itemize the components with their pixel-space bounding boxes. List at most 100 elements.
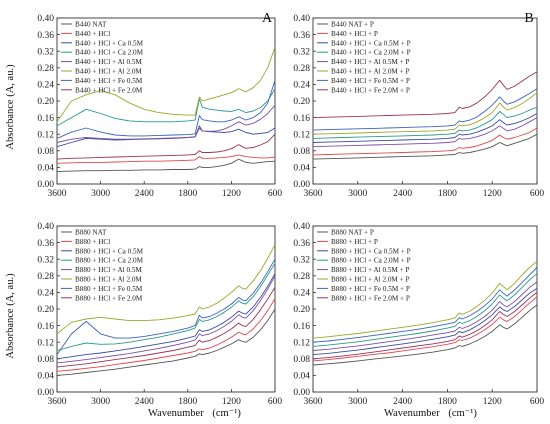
series-line bbox=[56, 80, 276, 139]
x-tick-label: 3600 bbox=[48, 397, 67, 407]
series-line bbox=[312, 106, 538, 139]
y-tick-label: 0.20 bbox=[37, 97, 54, 107]
x-tick-label: 1800 bbox=[178, 397, 197, 407]
y-tick-label: 0.24 bbox=[293, 289, 310, 299]
y-tick-label: 0.36 bbox=[37, 239, 54, 249]
y-tick-label: 0.40 bbox=[37, 222, 54, 232]
legend-entry: B880 + HCl + Fe 2.0M + P bbox=[331, 294, 410, 302]
x-tick-label: 1200 bbox=[222, 397, 241, 407]
x-tick-label: 1200 bbox=[483, 189, 502, 199]
legend-entry: B880 + HCl + Al 0.5M + P bbox=[331, 266, 409, 274]
legend-entry: B440 + HCl + Ca 2.0M bbox=[75, 49, 144, 57]
legend-entry: B880 + HCl + Al 0.5M bbox=[75, 266, 142, 274]
x-tick-label: 3000 bbox=[91, 397, 110, 407]
y-tick-label: 0.40 bbox=[37, 14, 54, 24]
series-line bbox=[56, 275, 276, 364]
x-tick-label: 1800 bbox=[178, 189, 197, 199]
legend-entry: B440 + HCl + Fe 2.0M + P bbox=[331, 86, 410, 94]
x-axis-title-text: Wavenumber bbox=[384, 408, 440, 419]
y-tick-label: 0.12 bbox=[293, 338, 310, 348]
legend-entry: B440 + HCl + Ca 0.5M + P bbox=[331, 39, 411, 47]
y-tick-label: 0.28 bbox=[293, 64, 310, 74]
y-tick-label: 0.40 bbox=[293, 14, 310, 24]
y-tick-label: 0.00 bbox=[37, 388, 54, 398]
legend-entry: B440 + HCl + Ca 2.0M + P bbox=[331, 49, 411, 57]
panel-label: A bbox=[262, 11, 273, 26]
series-line bbox=[312, 260, 538, 339]
x-axis-title-left: Wavenumber (cm⁻¹) bbox=[148, 408, 241, 419]
x-tick-label: 3000 bbox=[348, 189, 367, 199]
x-tick-label: 2400 bbox=[135, 189, 154, 199]
series-line bbox=[312, 287, 538, 356]
x-tick-label: 3600 bbox=[48, 189, 67, 199]
series-line bbox=[312, 92, 538, 135]
y-tick-label: 0.00 bbox=[293, 180, 310, 190]
x-tick-label: 600 bbox=[268, 397, 283, 407]
series-line bbox=[56, 298, 276, 372]
legend-entry: B440 + HCl + Fe 0.5M bbox=[75, 77, 143, 85]
series-line bbox=[56, 258, 276, 355]
x-axis-title-unit: (cm⁻¹) bbox=[448, 408, 477, 419]
y-tick-label: 0.08 bbox=[37, 147, 54, 157]
x-tick-label: 2400 bbox=[393, 397, 412, 407]
legend-entry: B880 + HCl + Fe 0.5M bbox=[75, 285, 143, 293]
y-tick-label: 0.24 bbox=[37, 81, 54, 91]
legend-entry: B880 + HCl + Ca 2.0M + P bbox=[331, 257, 411, 265]
y-tick-label: 0.32 bbox=[293, 47, 310, 57]
x-tick-label: 1200 bbox=[483, 397, 502, 407]
legend-entry: B880 NAT + P bbox=[331, 229, 374, 237]
y-tick-label: 0.16 bbox=[37, 114, 54, 124]
y-tick-label: 0.04 bbox=[37, 164, 54, 174]
panels: 0.00 0.04 0.08 0.12 0.16 0.20 0.24 0.28 0.32 0.36… bbox=[37, 11, 544, 407]
legend-entry: B880 + HCl + Fe 0.5M + P bbox=[331, 285, 410, 293]
series-line bbox=[56, 125, 276, 148]
x-axis-title-unit: (cm⁻¹) bbox=[212, 408, 241, 419]
series-line bbox=[56, 287, 276, 368]
y-tick-label: 0.32 bbox=[37, 47, 54, 57]
series-line bbox=[312, 117, 538, 148]
series-line bbox=[312, 71, 538, 119]
legend-entry: B440 + HCl + Fe 2.0M bbox=[75, 86, 143, 94]
x-tick-label: 3600 bbox=[304, 189, 323, 199]
x-tick-label: 2400 bbox=[393, 189, 412, 199]
x-tick-label: 1200 bbox=[222, 189, 241, 199]
y-tick-label: 0.20 bbox=[293, 305, 310, 315]
legend-entry: B440 + HCl + Ca 0.5M bbox=[75, 39, 144, 47]
y-tick-label: 0.16 bbox=[293, 322, 310, 332]
y-tick-label: 0.36 bbox=[37, 31, 54, 41]
series-line bbox=[312, 304, 538, 366]
y-tick-label: 0.36 bbox=[293, 31, 310, 41]
y-axis-title-bottom: Absorbance (A, au.) bbox=[5, 273, 16, 359]
y-tick-label: 0.04 bbox=[293, 372, 310, 382]
x-axis-title-right: Wavenumber (cm⁻¹) bbox=[384, 408, 477, 419]
series-line bbox=[56, 154, 276, 164]
y-tick-label: 0.00 bbox=[293, 388, 310, 398]
chart-panel-2: 0.00 0.04 0.08 0.12 0.16 0.20 0.24 0.28 0.32 0.36… bbox=[293, 11, 544, 199]
series-line bbox=[56, 308, 276, 376]
x-tick-label: 3000 bbox=[348, 397, 367, 407]
legend-entry: B440 + HCl bbox=[75, 30, 110, 38]
series-line bbox=[56, 263, 276, 351]
y-tick-label: 0.16 bbox=[37, 322, 54, 332]
series-line bbox=[312, 281, 538, 351]
legend-entry: B880 + HCl + P bbox=[331, 238, 378, 246]
series-line bbox=[312, 133, 538, 160]
series-line bbox=[312, 292, 538, 360]
legend-entry: B880 + HCl + Ca 2.0M bbox=[75, 257, 144, 265]
series-line bbox=[56, 273, 276, 360]
legend-entry: B880 + HCl + Al 2.0M + P bbox=[331, 276, 409, 284]
y-tick-label: 0.12 bbox=[37, 130, 54, 140]
x-tick-label: 3000 bbox=[91, 189, 110, 199]
x-tick-label: 1800 bbox=[438, 397, 457, 407]
y-tick-label: 0.32 bbox=[37, 255, 54, 265]
series-line bbox=[312, 273, 538, 347]
x-tick-label: 600 bbox=[268, 189, 283, 199]
y-tick-label: 0.36 bbox=[293, 239, 310, 249]
y-tick-label: 0.12 bbox=[293, 130, 310, 140]
y-tick-label: 0.20 bbox=[293, 97, 310, 107]
y-tick-label: 0.24 bbox=[37, 289, 54, 299]
y-tick-label: 0.16 bbox=[293, 114, 310, 124]
legend-entry: B440 NAT bbox=[75, 21, 107, 29]
legend-entry: B880 + HCl + Fe 2.0M bbox=[75, 294, 143, 302]
legend-entry: B880 + HCl bbox=[75, 238, 110, 246]
